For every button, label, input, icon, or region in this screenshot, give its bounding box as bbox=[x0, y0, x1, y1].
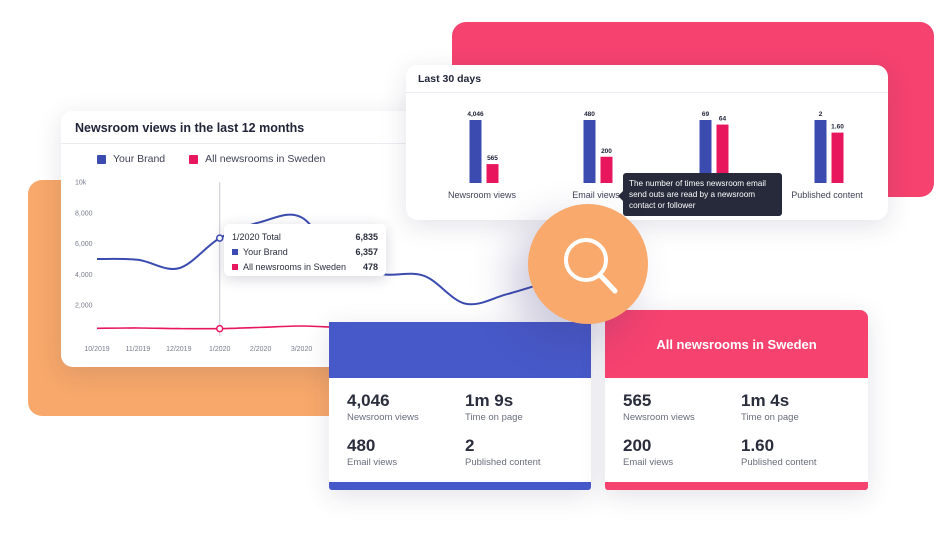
bar-brand[interactable] bbox=[815, 120, 827, 183]
stat-published-content: 2 Published content bbox=[465, 437, 541, 468]
stat-value: 4,046 bbox=[347, 392, 419, 410]
bar-value-label: 69 bbox=[702, 111, 710, 118]
stat-label: Newsroom views bbox=[623, 412, 695, 423]
y-tick-label: 8,000 bbox=[75, 210, 93, 217]
bar-sweden[interactable] bbox=[487, 164, 499, 183]
sweden-stats-footer bbox=[605, 482, 868, 490]
x-tick-label: 2/2020 bbox=[250, 346, 272, 353]
y-tick-label: 2,000 bbox=[75, 303, 93, 310]
y-tick-label: 4,000 bbox=[75, 272, 93, 279]
bar-value-label: 200 bbox=[601, 148, 612, 155]
category-label: Email views bbox=[572, 190, 620, 200]
tooltip-swatch-sweden bbox=[232, 264, 238, 270]
bar-brand[interactable] bbox=[470, 120, 482, 183]
tooltip-value-sweden: 478 bbox=[363, 262, 378, 272]
search-button[interactable] bbox=[528, 204, 648, 324]
tooltip-total: 6,835 bbox=[355, 232, 378, 242]
stat-published-content: 1.60 Published content bbox=[741, 437, 817, 468]
brand-stats-card: 4,046 Newsroom views 1m 9s Time on page … bbox=[329, 322, 591, 490]
bar-value-label: 64 bbox=[719, 116, 727, 123]
bar-value-label: 1.60 bbox=[831, 124, 844, 131]
tooltip-label-brand: Your Brand bbox=[243, 247, 288, 257]
stat-label: Published content bbox=[741, 457, 817, 468]
category-label: Newsroom views bbox=[448, 190, 517, 200]
brand-stats-body: 4,046 Newsroom views 1m 9s Time on page … bbox=[329, 378, 591, 482]
hover-point-sweden[interactable] bbox=[217, 326, 223, 332]
sweden-stats-title: All newsrooms in Sweden bbox=[656, 337, 816, 352]
brand-stats-footer bbox=[329, 482, 591, 490]
bar-value-label: 480 bbox=[584, 111, 595, 118]
stat-value: 1m 4s bbox=[741, 392, 799, 410]
bar-brand[interactable] bbox=[584, 120, 596, 183]
bar-value-label: 565 bbox=[487, 155, 498, 162]
search-icon bbox=[528, 204, 648, 324]
stat-label: Time on page bbox=[465, 412, 523, 423]
sweden-stats-card: All newsrooms in Sweden 565 Newsroom vie… bbox=[605, 310, 868, 490]
x-tick-label: 1/2020 bbox=[209, 346, 231, 353]
sweden-stats-body: 565 Newsroom views 1m 4s Time on page 20… bbox=[605, 378, 868, 482]
line-chart-tooltip: 1/2020 Total 6,835 Your Brand 6,357 All … bbox=[224, 224, 386, 276]
stat-newsroom-views: 4,046 Newsroom views bbox=[347, 392, 419, 423]
stat-value: 200 bbox=[623, 437, 673, 455]
y-tick-label: 6,000 bbox=[75, 241, 93, 248]
stat-label: Email views bbox=[623, 457, 673, 468]
stat-value: 1m 9s bbox=[465, 392, 523, 410]
bar-sweden[interactable] bbox=[601, 157, 613, 183]
stat-value: 1.60 bbox=[741, 437, 817, 455]
stat-time-on-page: 1m 4s Time on page bbox=[741, 392, 799, 423]
tooltip-label-sweden: All newsrooms in Sweden bbox=[243, 262, 346, 272]
tooltip-swatch-brand bbox=[232, 249, 238, 255]
stat-label: Time on page bbox=[741, 412, 799, 423]
x-tick-label: 10/2019 bbox=[84, 346, 109, 353]
tooltip-title: 1/2020 Total bbox=[232, 232, 281, 242]
bar-value-label: 2 bbox=[819, 111, 823, 118]
category-label: Published content bbox=[791, 190, 863, 200]
bar-sweden[interactable] bbox=[832, 133, 844, 183]
bar-value-label: 4,046 bbox=[467, 111, 484, 118]
x-tick-label: 12/2019 bbox=[166, 346, 191, 353]
stat-label: Newsroom views bbox=[347, 412, 419, 423]
x-tick-label: 3/2020 bbox=[291, 346, 313, 353]
stat-value: 480 bbox=[347, 437, 397, 455]
y-tick-label: 10k bbox=[75, 180, 87, 187]
stat-email-views: 200 Email views bbox=[623, 437, 673, 468]
stat-time-on-page: 1m 9s Time on page bbox=[465, 392, 523, 423]
x-tick-label: 11/2019 bbox=[126, 346, 151, 353]
stat-newsroom-views: 565 Newsroom views bbox=[623, 392, 695, 423]
stat-value: 565 bbox=[623, 392, 695, 410]
stat-label: Published content bbox=[465, 457, 541, 468]
stat-label: Email views bbox=[347, 457, 397, 468]
hover-point-brand[interactable] bbox=[217, 235, 223, 241]
stat-email-views: 480 Email views bbox=[347, 437, 397, 468]
stat-value: 2 bbox=[465, 437, 541, 455]
brand-stats-header bbox=[329, 322, 591, 378]
tooltip-value-brand: 6,357 bbox=[355, 247, 378, 257]
